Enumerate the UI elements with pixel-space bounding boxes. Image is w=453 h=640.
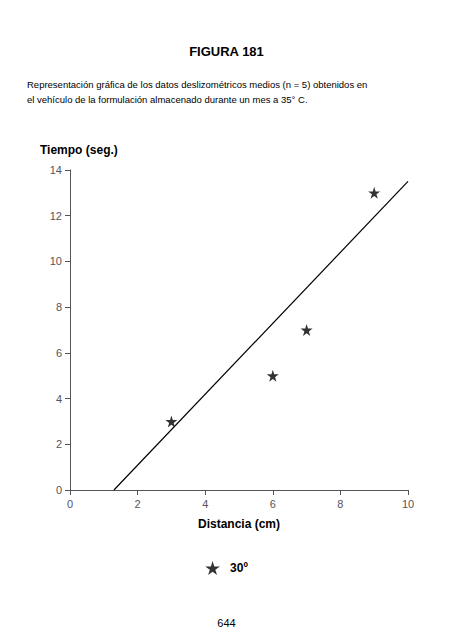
svg-text:8: 8 bbox=[56, 301, 62, 313]
svg-text:0: 0 bbox=[67, 498, 73, 510]
svg-text:10: 10 bbox=[50, 255, 62, 267]
svg-text:6: 6 bbox=[56, 347, 62, 359]
svg-text:2: 2 bbox=[56, 438, 62, 450]
svg-text:14: 14 bbox=[50, 164, 62, 176]
svg-text:Tiempo (seg.): Tiempo (seg.) bbox=[40, 143, 118, 157]
svg-text:4: 4 bbox=[202, 498, 208, 510]
svg-text:10: 10 bbox=[402, 498, 414, 510]
svg-text:0: 0 bbox=[56, 484, 62, 496]
svg-text:Representación gráfica de los: Representación gráfica de los datos desl… bbox=[27, 79, 367, 90]
svg-text:FIGURA 181: FIGURA 181 bbox=[189, 44, 264, 59]
svg-text:2: 2 bbox=[135, 498, 141, 510]
svg-text:8: 8 bbox=[337, 498, 343, 510]
svg-text:6: 6 bbox=[270, 498, 276, 510]
svg-text:4: 4 bbox=[56, 393, 62, 405]
svg-text:644: 644 bbox=[217, 617, 235, 629]
svg-text:Distancia (cm): Distancia (cm) bbox=[198, 517, 280, 531]
svg-text:12: 12 bbox=[50, 210, 62, 222]
svg-text:30º: 30º bbox=[230, 561, 248, 575]
svg-text:el vehículo de la formulación: el vehículo de la formulación almacenado… bbox=[27, 94, 308, 105]
